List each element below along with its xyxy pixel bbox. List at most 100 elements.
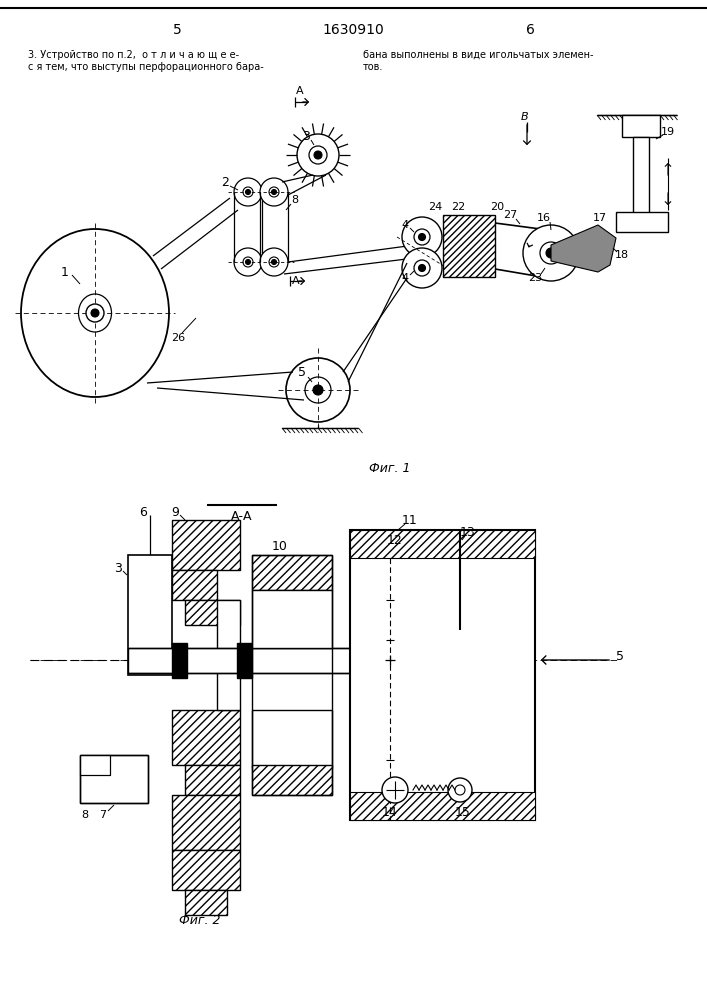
- Text: А: А: [296, 86, 304, 96]
- Text: 3. Устройство по п.2,  о т л и ч а ю щ е е-: 3. Устройство по п.2, о т л и ч а ю щ е …: [28, 50, 239, 60]
- Bar: [252, 765, 332, 795]
- Bar: [390, 655, 420, 666]
- Text: 7: 7: [100, 810, 107, 820]
- Text: 1: 1: [61, 265, 69, 278]
- Circle shape: [234, 178, 262, 206]
- Text: 24: 24: [428, 202, 442, 212]
- Circle shape: [234, 248, 262, 276]
- Text: 9: 9: [171, 506, 179, 518]
- Bar: [80, 755, 148, 803]
- Text: 3: 3: [114, 562, 122, 574]
- Circle shape: [402, 248, 442, 288]
- Ellipse shape: [78, 294, 112, 332]
- Circle shape: [314, 151, 322, 159]
- Text: 11: 11: [402, 514, 418, 526]
- Circle shape: [271, 190, 276, 194]
- Bar: [217, 600, 240, 710]
- Bar: [252, 710, 332, 768]
- Text: 5: 5: [298, 366, 306, 379]
- Circle shape: [382, 777, 408, 803]
- Text: B: B: [521, 112, 529, 122]
- Text: 18: 18: [615, 250, 629, 260]
- Ellipse shape: [21, 229, 169, 397]
- Circle shape: [448, 778, 472, 802]
- Circle shape: [243, 257, 253, 267]
- Text: 22: 22: [451, 202, 465, 212]
- Bar: [622, 115, 660, 137]
- Circle shape: [523, 225, 579, 281]
- Circle shape: [313, 385, 323, 395]
- Text: 13: 13: [460, 526, 476, 540]
- Bar: [443, 215, 495, 277]
- Text: 23: 23: [528, 273, 542, 283]
- Circle shape: [86, 304, 104, 322]
- Circle shape: [269, 187, 279, 197]
- Bar: [172, 520, 240, 570]
- Text: 15: 15: [455, 806, 471, 818]
- Circle shape: [419, 264, 426, 271]
- Bar: [350, 530, 535, 558]
- Text: 27: 27: [503, 210, 517, 220]
- Bar: [616, 212, 668, 232]
- Circle shape: [309, 146, 327, 164]
- Text: с я тем, что выступы перфорационного бара-: с я тем, что выступы перфорационного бар…: [28, 62, 264, 72]
- Text: 12: 12: [387, 534, 403, 546]
- Bar: [172, 710, 240, 765]
- Circle shape: [402, 217, 442, 257]
- Text: 6: 6: [139, 506, 147, 518]
- Bar: [185, 890, 227, 915]
- Text: Фиг. 1: Фиг. 1: [369, 462, 411, 475]
- Circle shape: [245, 190, 250, 194]
- Circle shape: [260, 178, 288, 206]
- Circle shape: [271, 259, 276, 264]
- Bar: [128, 555, 172, 675]
- Text: 16: 16: [537, 213, 551, 223]
- Bar: [633, 137, 649, 217]
- Bar: [80, 755, 110, 775]
- Circle shape: [243, 187, 253, 197]
- Circle shape: [455, 785, 465, 795]
- Text: А-А: А-А: [231, 510, 252, 524]
- Text: 17: 17: [593, 213, 607, 223]
- Circle shape: [305, 377, 331, 403]
- Text: 6: 6: [525, 23, 534, 37]
- Bar: [185, 765, 240, 795]
- Polygon shape: [551, 225, 616, 272]
- Circle shape: [540, 242, 562, 264]
- Text: 8: 8: [81, 810, 88, 820]
- Circle shape: [419, 233, 426, 240]
- Text: А: А: [292, 276, 300, 286]
- Bar: [185, 600, 240, 625]
- Text: 3: 3: [302, 129, 310, 142]
- Text: Фиг. 2: Фиг. 2: [180, 914, 221, 926]
- Text: 4: 4: [402, 273, 409, 283]
- Circle shape: [245, 259, 250, 264]
- Bar: [252, 590, 332, 648]
- Bar: [237, 643, 252, 678]
- Text: тов.: тов.: [363, 62, 383, 72]
- Text: 26: 26: [171, 333, 185, 343]
- Bar: [350, 792, 535, 820]
- Text: 19: 19: [661, 127, 675, 137]
- Circle shape: [286, 358, 350, 422]
- Text: бана выполнены в виде игольчатых элемен-: бана выполнены в виде игольчатых элемен-: [363, 50, 593, 60]
- Text: 14: 14: [382, 806, 398, 818]
- Circle shape: [91, 309, 99, 317]
- Circle shape: [414, 229, 430, 245]
- Bar: [172, 643, 187, 678]
- Circle shape: [260, 248, 288, 276]
- Circle shape: [297, 134, 339, 176]
- Text: 20: 20: [490, 202, 504, 212]
- Text: 5: 5: [616, 650, 624, 662]
- Text: 10: 10: [272, 540, 288, 554]
- Bar: [252, 555, 332, 590]
- Bar: [128, 648, 438, 673]
- Text: 4: 4: [402, 220, 409, 230]
- Bar: [172, 850, 240, 890]
- Bar: [172, 570, 217, 600]
- Text: 8: 8: [291, 195, 298, 205]
- Text: 5: 5: [173, 23, 182, 37]
- Circle shape: [269, 257, 279, 267]
- Text: 1630910: 1630910: [322, 23, 384, 37]
- Bar: [172, 795, 240, 850]
